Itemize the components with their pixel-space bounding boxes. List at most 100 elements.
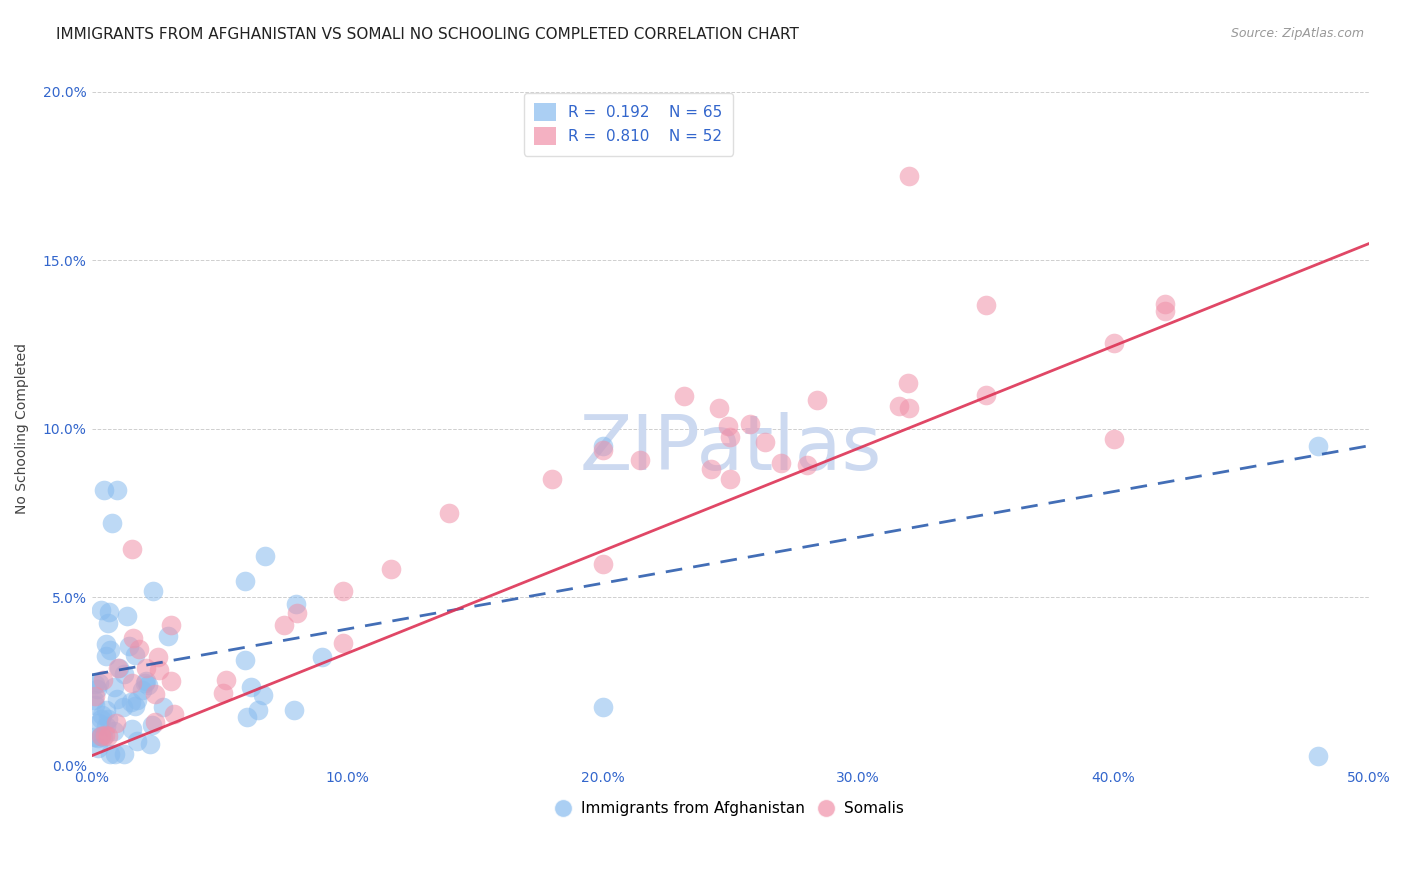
Point <box>700 462 723 476</box>
Point <box>380 562 402 576</box>
Point <box>105 692 128 706</box>
Point <box>135 673 157 688</box>
Point <box>112 667 135 681</box>
Point <box>247 703 270 717</box>
Point <box>111 700 134 714</box>
Point <box>142 583 165 598</box>
Point <box>974 298 997 312</box>
Point <box>84 689 107 703</box>
Point <box>87 676 110 690</box>
Point <box>90 729 112 743</box>
Point <box>1102 432 1125 446</box>
Point <box>139 737 162 751</box>
Point <box>159 674 181 689</box>
Point <box>121 676 143 690</box>
Point <box>94 719 117 733</box>
Point <box>131 682 153 697</box>
Point <box>738 417 761 431</box>
Point <box>143 714 166 729</box>
Y-axis label: No Schooling Completed: No Schooling Completed <box>15 343 30 515</box>
Point <box>212 686 235 700</box>
Point <box>439 506 461 520</box>
Point <box>103 723 125 738</box>
Point <box>1153 304 1175 318</box>
Point <box>332 636 354 650</box>
Point <box>1153 297 1175 311</box>
Point <box>84 698 107 712</box>
Point <box>98 747 121 762</box>
Point <box>108 660 131 674</box>
Point <box>94 648 117 663</box>
Point <box>112 747 135 761</box>
Point <box>592 442 614 457</box>
Legend: Immigrants from Afghanistan, Somalis: Immigrants from Afghanistan, Somalis <box>550 795 911 822</box>
Point <box>252 688 274 702</box>
Point <box>754 434 776 449</box>
Point <box>83 731 105 745</box>
Point <box>707 401 730 415</box>
Point <box>897 376 920 391</box>
Point <box>97 712 120 726</box>
Point <box>311 650 333 665</box>
Point <box>93 483 115 497</box>
Point <box>254 549 277 563</box>
Point <box>101 516 124 531</box>
Point <box>283 703 305 717</box>
Point <box>97 729 120 743</box>
Point <box>104 747 127 761</box>
Point <box>94 702 117 716</box>
Point <box>138 678 160 692</box>
Point <box>97 615 120 630</box>
Point <box>718 472 741 486</box>
Point <box>628 453 651 467</box>
Point <box>87 740 110 755</box>
Point <box>122 631 145 645</box>
Point <box>718 430 741 444</box>
Point <box>1306 748 1329 763</box>
Text: ZIPatlas: ZIPatlas <box>579 412 882 486</box>
Point <box>124 698 146 713</box>
Point <box>898 401 921 416</box>
Point <box>592 700 614 714</box>
Point <box>717 419 740 434</box>
Point <box>94 728 117 742</box>
Point <box>90 729 112 743</box>
Point <box>148 663 170 677</box>
Point <box>974 388 997 402</box>
Point <box>233 574 256 588</box>
Point <box>124 648 146 663</box>
Point <box>121 541 143 556</box>
Point <box>125 733 148 747</box>
Point <box>240 680 263 694</box>
Point <box>86 682 108 697</box>
Point <box>163 706 186 721</box>
Point <box>94 637 117 651</box>
Point <box>91 673 114 687</box>
Text: IMMIGRANTS FROM AFGHANISTAN VS SOMALI NO SCHOOLING COMPLETED CORRELATION CHART: IMMIGRANTS FROM AFGHANISTAN VS SOMALI NO… <box>56 27 799 42</box>
Point <box>770 456 793 470</box>
Point <box>1306 439 1329 453</box>
Point <box>115 608 138 623</box>
Point <box>125 693 148 707</box>
Point <box>86 731 108 745</box>
Point <box>673 389 696 403</box>
Point <box>215 673 238 687</box>
Point <box>121 722 143 736</box>
Point <box>889 400 911 414</box>
Point <box>128 641 150 656</box>
Point <box>796 458 818 473</box>
Point <box>107 661 129 675</box>
Point <box>90 713 112 727</box>
Point <box>105 483 128 497</box>
Point <box>134 676 156 690</box>
Point <box>97 605 120 619</box>
Point <box>540 472 562 486</box>
Text: Source: ZipAtlas.com: Source: ZipAtlas.com <box>1230 27 1364 40</box>
Point <box>806 392 828 407</box>
Point <box>141 718 163 732</box>
Point <box>285 597 308 611</box>
Point <box>148 649 170 664</box>
Point <box>98 642 121 657</box>
Point <box>118 640 141 654</box>
Point <box>103 680 125 694</box>
